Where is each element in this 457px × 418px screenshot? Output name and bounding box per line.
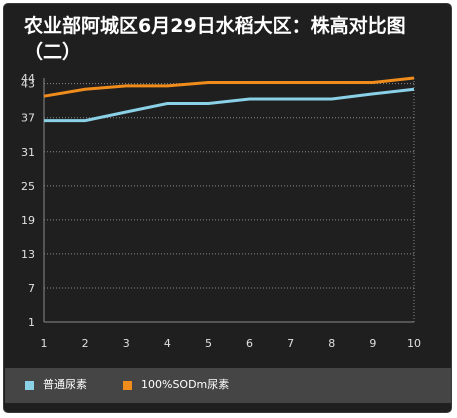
x-tick-label-0: 1 xyxy=(41,337,48,350)
y-tick-label-1: 7 xyxy=(28,282,35,295)
legend: 普通尿素 100%SODm尿素 xyxy=(5,368,451,403)
y-tick-label-8: 44 xyxy=(21,72,35,85)
x-tick-label-4: 5 xyxy=(205,337,212,350)
chart-frame: 农业部阿城区6月29日水稻大区：株高对比图（二） 1 7 13 19 25 31 37 43 4… xyxy=(3,3,452,413)
x-tick-label-8: 9 xyxy=(369,337,376,350)
y-tick-label-4: 25 xyxy=(21,180,35,193)
x-tick-label-9: 10 xyxy=(407,337,421,350)
legend-label-0: 普通尿素 xyxy=(43,378,87,391)
y-tick-label-7: 43 xyxy=(21,78,35,91)
x-tick-label-6: 7 xyxy=(287,337,294,350)
chart-title: 农业部阿城区6月29日水稻大区：株高对比图（二） xyxy=(24,15,406,63)
y-tick-label-6: 37 xyxy=(21,112,35,125)
x-tick-label-3: 4 xyxy=(164,337,171,350)
y-tick-label-5: 31 xyxy=(21,146,35,159)
y-tick-label-2: 13 xyxy=(21,248,35,261)
y-tick-label-3: 19 xyxy=(21,214,35,227)
x-tick-label-5: 6 xyxy=(246,337,253,350)
x-tick-label-7: 8 xyxy=(328,337,335,350)
x-tick-label-1: 2 xyxy=(82,337,89,350)
series-line-0 xyxy=(44,87,415,123)
series-line-1 xyxy=(43,76,415,98)
x-tick-label-2: 3 xyxy=(123,337,130,350)
y-tick-label-0: 1 xyxy=(28,316,35,329)
legend-swatch-1 xyxy=(123,381,132,390)
legend-label-1: 100%SODm尿素 xyxy=(141,378,230,391)
legend-swatch-0 xyxy=(25,381,34,390)
